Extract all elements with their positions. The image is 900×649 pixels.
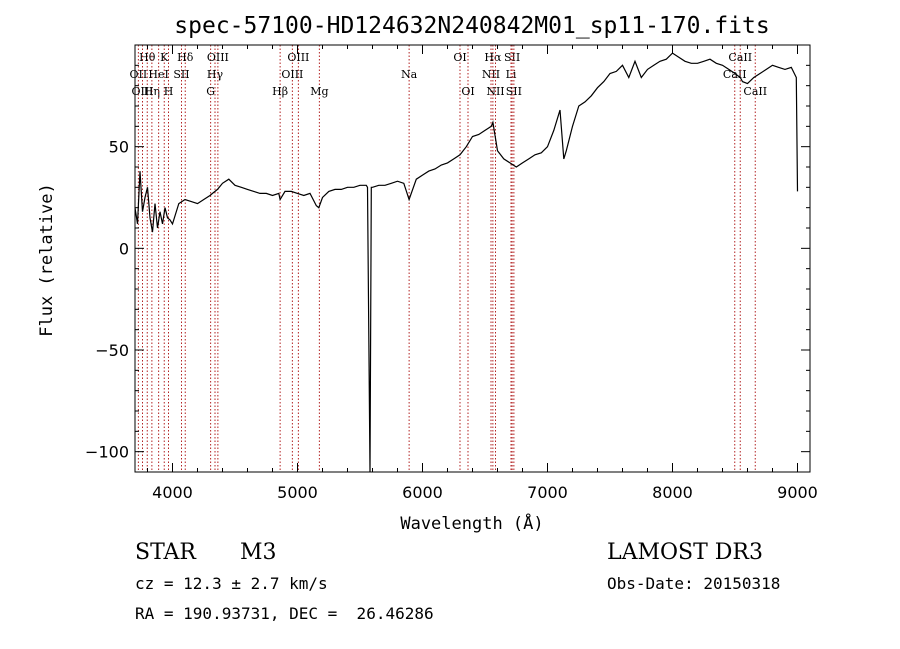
x-axis-label: Wavelength (Å) — [400, 512, 543, 534]
marker-label: NII — [482, 68, 500, 81]
marker-label: OIII — [131, 85, 153, 98]
y-tick-label: −100 — [85, 443, 129, 462]
marker-label: H — [164, 85, 174, 98]
marker-label: OI — [453, 51, 466, 64]
marker-label: Mg — [310, 85, 328, 98]
coordinates: RA = 190.93731, DEC = 26.46286 — [135, 604, 434, 623]
marker-label: NII — [486, 85, 504, 98]
marker-label: OI — [461, 85, 474, 98]
marker-label: SII — [504, 51, 520, 64]
marker-label: SII — [506, 85, 522, 98]
marker-label: G — [206, 85, 215, 98]
chart-title: spec-57100-HD124632N240842M01_sp11-170.f… — [174, 13, 769, 39]
x-tick-label: 5000 — [277, 483, 318, 502]
marker-label: HeI — [148, 68, 168, 81]
marker-label: Hθ — [139, 51, 156, 64]
obs-date: Obs-Date: 20150318 — [607, 574, 781, 593]
marker-label: OIII — [281, 68, 303, 81]
marker-label: Li — [506, 68, 517, 81]
x-tick-label: 6000 — [402, 483, 443, 502]
marker-label: Hβ — [272, 85, 288, 98]
marker-label: CaII — [743, 85, 767, 98]
flux-line — [134, 52, 799, 473]
x-tick-label: 7000 — [527, 483, 568, 502]
redshift-value: cz = 12.3 ± 2.7 km/s — [135, 574, 328, 593]
x-tick-label: 9000 — [777, 483, 818, 502]
object-subclass: M3 — [240, 540, 277, 565]
line-markers: HθOIIOIIIHηHeIKHSIIHδGHγOIIIHβOIIIOIIIMg… — [130, 45, 767, 472]
y-tick-label: −50 — [95, 341, 129, 360]
marker-label: OIII — [207, 51, 229, 64]
marker-label: K — [160, 51, 169, 64]
x-tick-label: 4000 — [152, 483, 193, 502]
spectrum-series — [134, 52, 799, 473]
marker-label: Hδ — [177, 51, 194, 64]
marker-label: OIII — [287, 51, 309, 64]
x-tick-label: 8000 — [652, 483, 693, 502]
marker-label: OII — [130, 68, 148, 81]
marker-label: Hα — [484, 51, 502, 64]
survey-label: LAMOST DR3 — [607, 540, 763, 565]
y-axis-label: Flux (relative) — [37, 183, 57, 337]
marker-label: SII — [173, 68, 189, 81]
marker-label: Na — [401, 68, 418, 81]
marker-label: CaII — [723, 68, 747, 81]
object-class: STAR — [135, 540, 196, 565]
y-tick-label: 0 — [119, 239, 129, 258]
marker-label: CaII — [728, 51, 752, 64]
plot-frame — [134, 44, 811, 473]
y-tick-label: 50 — [109, 138, 129, 157]
marker-label: Hγ — [207, 68, 224, 81]
axes: 4000 5000 6000 7000 8000 9000 −100 −50 0 50 — [85, 44, 818, 502]
marker-label: Hη — [144, 85, 160, 98]
